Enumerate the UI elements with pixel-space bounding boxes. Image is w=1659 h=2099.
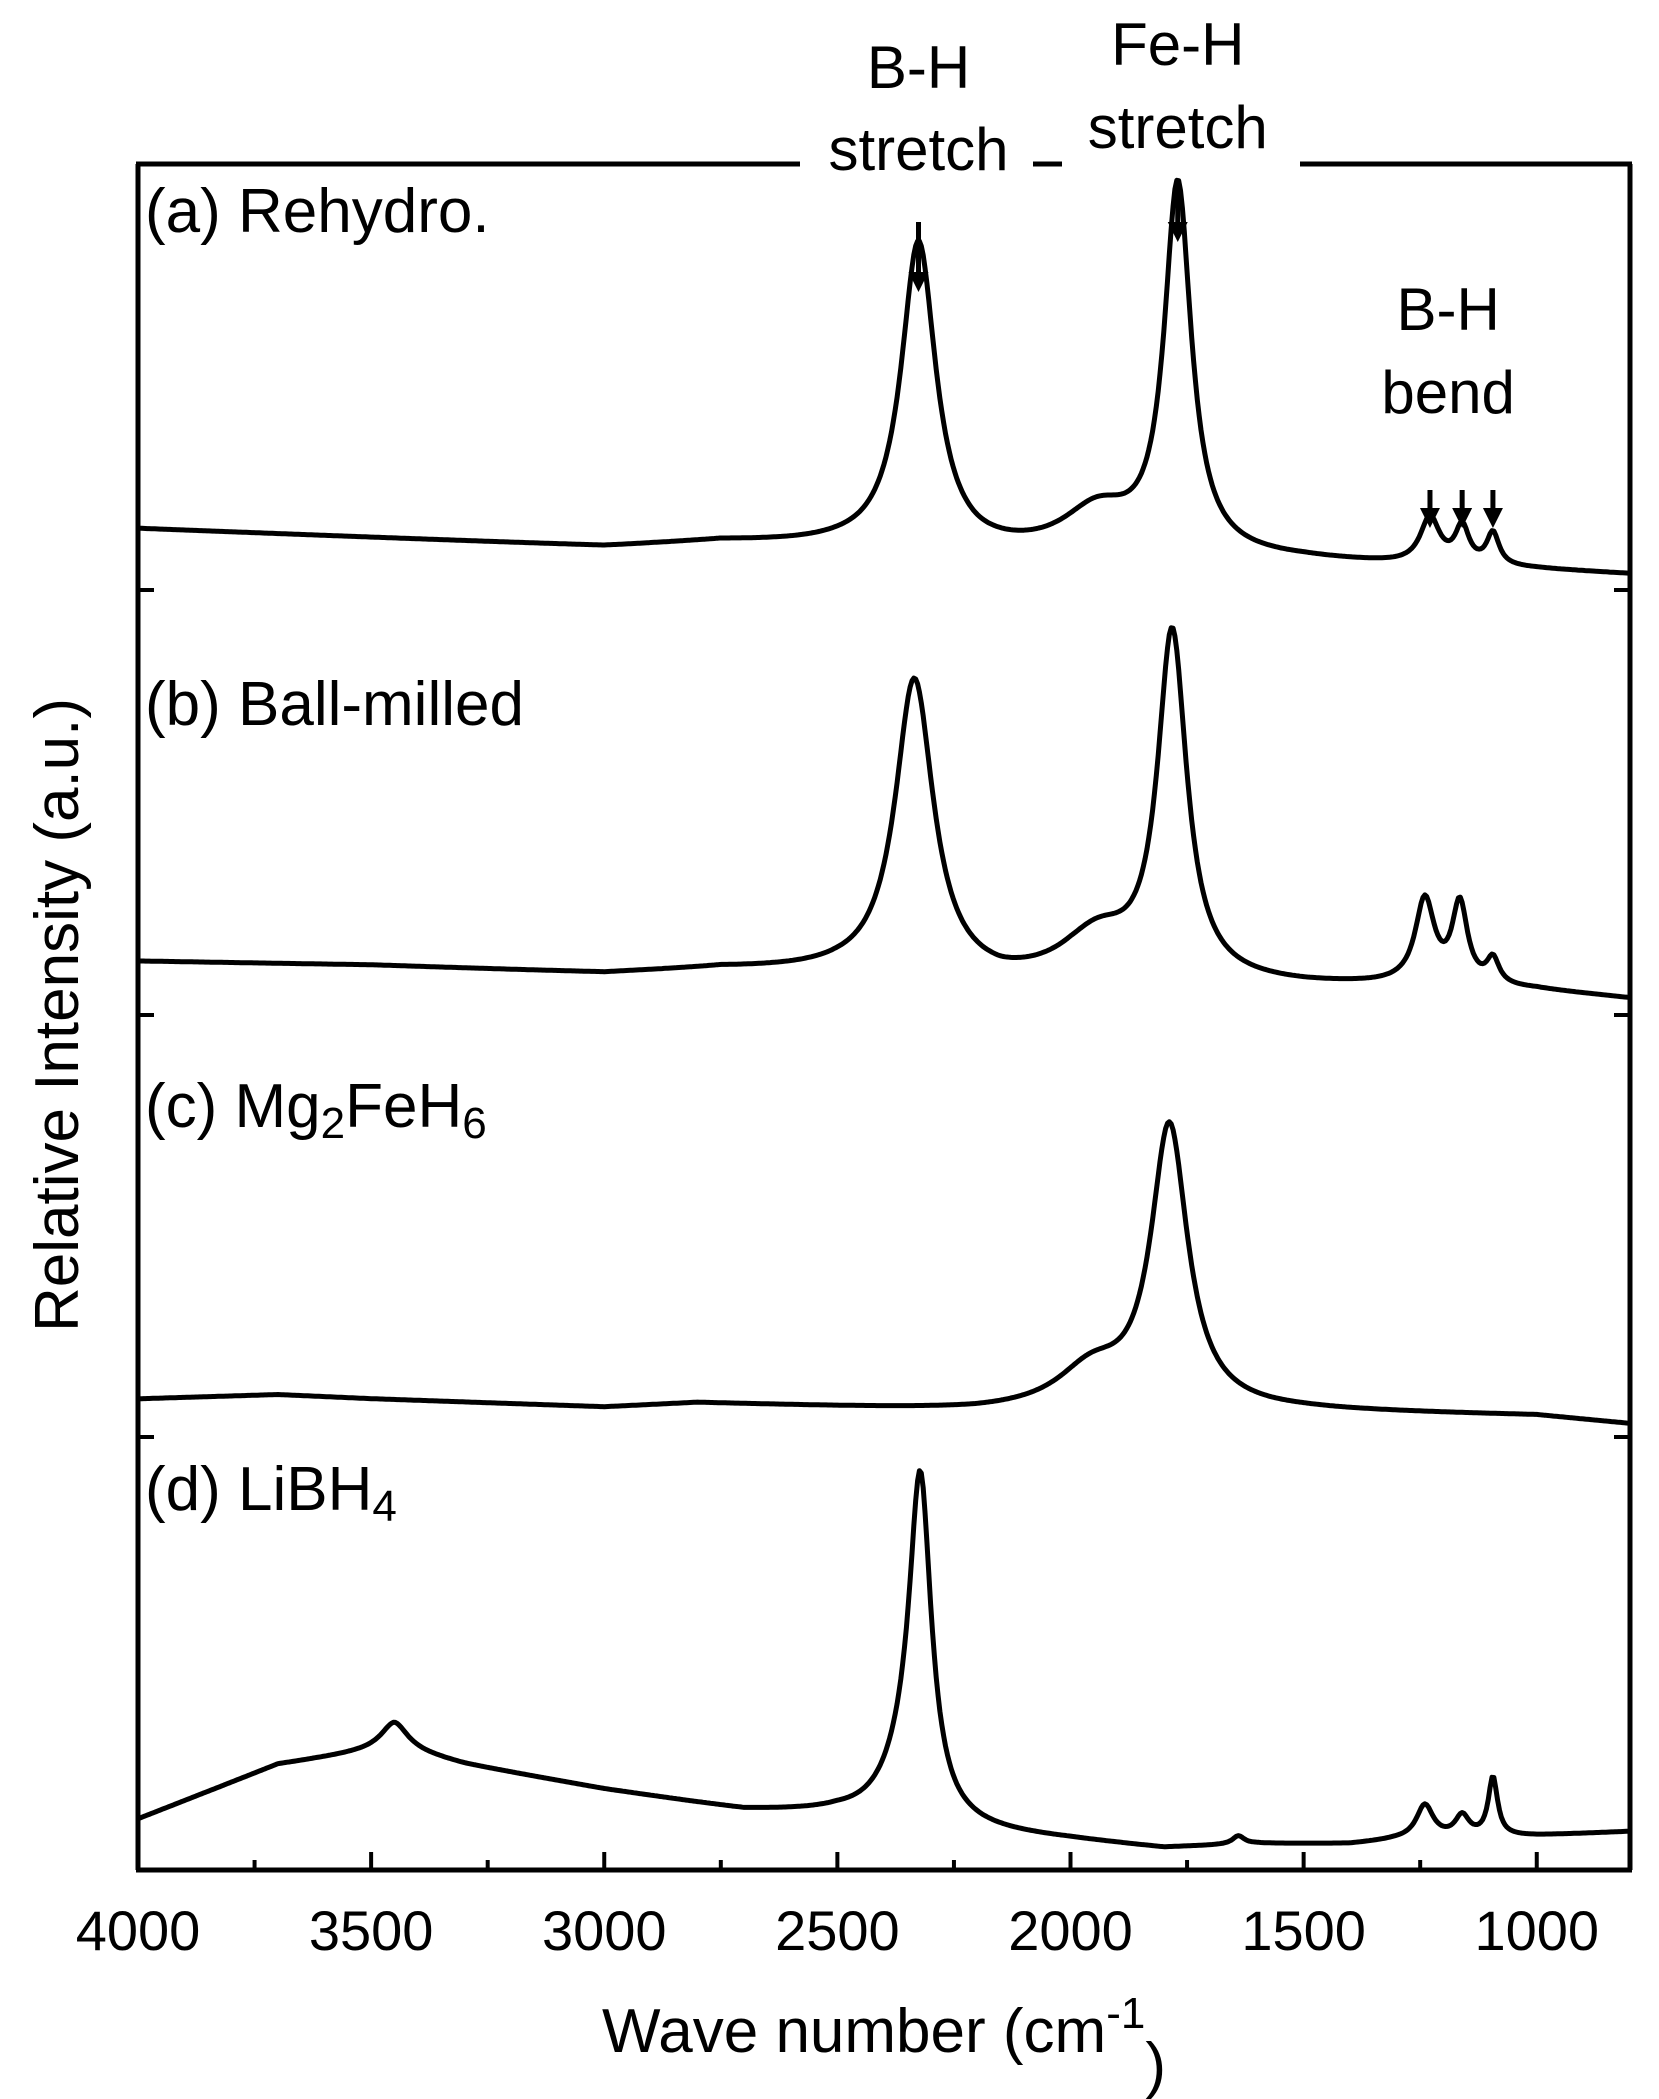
series-line-4: [137, 1468, 1631, 1850]
y-axis-title: Relative Intensity (a.u.): [23, 698, 92, 1332]
x-tick-label: 2500: [775, 1899, 900, 1962]
x-tick-label: 4000: [76, 1899, 201, 1962]
annotation-text-2: Fe-H: [1111, 11, 1244, 78]
x-tick-label: 2000: [1008, 1899, 1133, 1962]
annotation-text-1: B-H: [867, 34, 970, 101]
spectra-curves: [137, 177, 1631, 1850]
series-line-2: [137, 625, 1631, 1000]
plot-frame: [135, 161, 1633, 1873]
annotation-text-3: bend: [1381, 359, 1514, 426]
x-tick-label: 1000: [1474, 1899, 1599, 1962]
series-label-4: (d) LiBH4: [145, 1455, 397, 1531]
annotation-text-1: stretch: [828, 116, 1008, 183]
x-axis-title: Wave number (cm-1): [602, 1989, 1166, 2099]
series-label-2: (b) Ball-milled: [145, 670, 524, 739]
annotation-arrow-head: [908, 272, 929, 292]
x-tick-label: 3500: [309, 1899, 434, 1962]
annotation-arrow-head: [1482, 508, 1503, 528]
annotation-arrow-head: [1167, 222, 1188, 242]
series-line-3: [137, 1119, 1631, 1426]
annotation-arrow-head: [1452, 508, 1473, 528]
series-line-1: [137, 177, 1631, 576]
annotation-text-2: stretch: [1088, 94, 1268, 161]
panel-labels: (a) Rehydro. (b) Ball-milled (c) Mg2FeH6 (d…: [145, 177, 524, 1531]
series-label-1: (a) Rehydro.: [145, 177, 490, 246]
x-tick-label: 3000: [542, 1899, 667, 1962]
x-tick-label: 1500: [1241, 1899, 1366, 1962]
annotation-arrow-head: [1419, 508, 1440, 528]
series-label-3: (c) Mg2FeH6: [145, 1072, 487, 1148]
peak-annotations: B-H stretch Fe-H stretch B-H bend: [828, 11, 1515, 528]
annotation-text-3: B-H: [1396, 276, 1499, 343]
x-axis-ticks: 4000 3500 3000 2500 2000 1500 1000: [76, 1852, 1599, 1962]
